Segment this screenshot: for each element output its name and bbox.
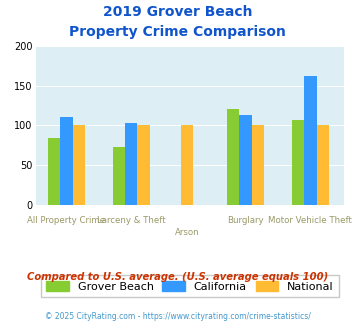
- Text: Motor Vehicle Theft: Motor Vehicle Theft: [268, 216, 352, 225]
- Bar: [72, 125, 85, 205]
- Text: Larceny & Theft: Larceny & Theft: [97, 216, 165, 225]
- Bar: [181, 125, 193, 205]
- Text: 2019 Grover Beach: 2019 Grover Beach: [103, 5, 252, 19]
- Bar: [304, 76, 317, 205]
- Bar: [60, 117, 72, 205]
- Bar: [48, 138, 60, 205]
- Bar: [239, 115, 252, 205]
- Bar: [227, 109, 239, 205]
- Bar: [252, 125, 264, 205]
- Text: Burglary: Burglary: [227, 216, 264, 225]
- Text: Property Crime Comparison: Property Crime Comparison: [69, 25, 286, 39]
- Bar: [317, 125, 329, 205]
- Text: Compared to U.S. average. (U.S. average equals 100): Compared to U.S. average. (U.S. average …: [27, 272, 328, 282]
- Text: All Property Crime: All Property Crime: [27, 216, 105, 225]
- Bar: [113, 147, 125, 205]
- Bar: [292, 120, 304, 205]
- Text: © 2025 CityRating.com - https://www.cityrating.com/crime-statistics/: © 2025 CityRating.com - https://www.city…: [45, 312, 310, 321]
- Text: Arson: Arson: [175, 228, 199, 237]
- Bar: [125, 123, 137, 205]
- Bar: [137, 125, 150, 205]
- Legend: Grover Beach, California, National: Grover Beach, California, National: [41, 275, 339, 297]
